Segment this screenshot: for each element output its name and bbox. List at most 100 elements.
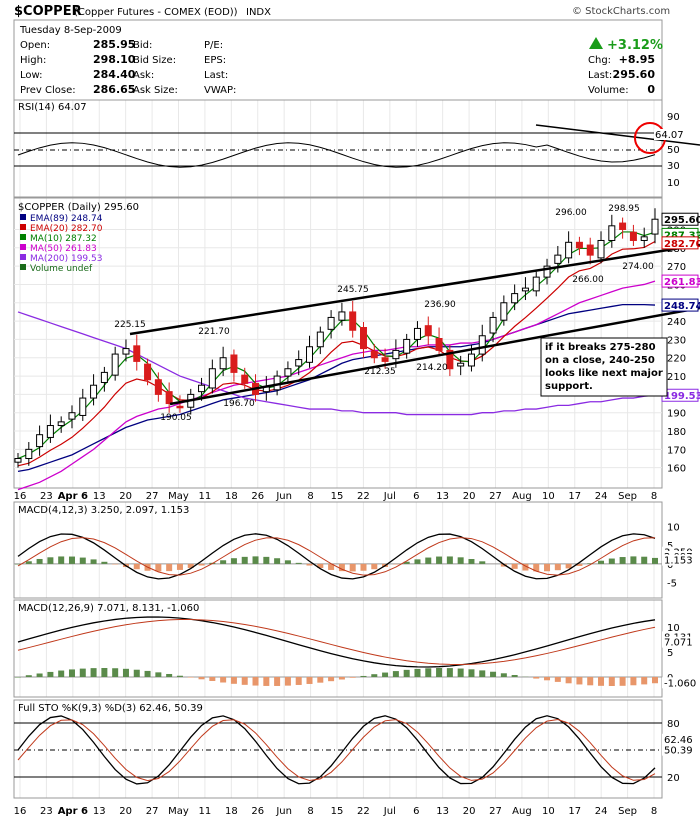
macd1-hist-bar <box>544 563 551 572</box>
vol-value: 0 <box>647 83 655 96</box>
macd1-hist-bar <box>241 556 248 564</box>
candle-body <box>403 338 411 354</box>
right-label-5: 199.53 <box>664 391 700 402</box>
candle-body <box>79 397 87 416</box>
candle-body <box>284 368 292 377</box>
annotation-line-2: on a close, 240-250 <box>545 355 655 366</box>
series-line-1 <box>17 311 656 416</box>
macd2-hist-bar <box>112 668 119 677</box>
macd2-hist-bar <box>565 677 572 684</box>
peak-label-5: 298.95 <box>608 204 640 214</box>
xaxis-top-label-14: Jul <box>383 491 396 502</box>
macd2-hist-bar <box>338 677 345 680</box>
legend-swatch <box>20 254 26 260</box>
legend-label-1: EMA(20) 282.70 <box>30 224 103 234</box>
candle-body <box>100 371 108 383</box>
candle-body <box>295 359 303 367</box>
peak-label-7: 196.70 <box>223 399 255 409</box>
rsi-panel <box>13 99 663 198</box>
right-label-box <box>661 298 699 312</box>
macd2-hist-bar <box>349 677 356 678</box>
macd2-hist-bar <box>122 668 129 677</box>
candle-body <box>457 362 465 367</box>
candle-body <box>586 244 594 256</box>
macd2-hist-bar <box>25 675 32 677</box>
sto-d-line <box>17 718 656 782</box>
macd2-hist-bar <box>133 669 140 677</box>
macd2-line-1 <box>17 616 656 668</box>
xaxis-bottom-label-15: 6 <box>413 806 419 817</box>
candle-body <box>349 311 357 331</box>
macd2-hist-bar <box>187 677 194 678</box>
macd1-hist-bar <box>295 562 302 564</box>
price-ytick-190: 190 <box>667 409 686 420</box>
candle-body <box>219 357 227 370</box>
asksize-label: Ask Size: <box>133 85 178 96</box>
right-label-box <box>661 236 699 250</box>
macd1-hist-bar <box>36 558 43 564</box>
open-label: Open: <box>20 40 50 51</box>
channel-upper <box>129 243 700 336</box>
macd2-hist-bar <box>468 669 475 677</box>
macd1-hist-bar <box>349 563 356 572</box>
xaxis-top-label-19: Aug <box>512 491 532 502</box>
xaxis-top-label-23: Sep <box>618 491 637 502</box>
macd1-hist-bar <box>306 563 313 566</box>
macd2-hist-bar <box>155 672 162 677</box>
macd2-line-2 <box>17 619 656 665</box>
candle-body <box>36 434 44 448</box>
annotation-line-3: looks like next major <box>545 368 663 379</box>
open-value: 285.95 <box>93 38 135 51</box>
legend-label-4: MA(200) 199.53 <box>30 254 102 264</box>
macd1-hist-bar <box>360 563 367 571</box>
xaxis-bottom-label-10: Jun <box>275 806 292 817</box>
macd1-hist-bar <box>641 556 648 564</box>
macd1-hist-bar <box>414 559 421 564</box>
macd1-hist-bar <box>565 563 572 569</box>
candle-body <box>565 241 573 259</box>
candle-body <box>198 384 206 393</box>
candle-body <box>446 349 454 370</box>
xaxis-top-label-12: 15 <box>331 491 344 502</box>
xaxis-bottom-label-22: 24 <box>595 806 608 817</box>
xaxis-top-label-4: 20 <box>119 491 132 502</box>
candle-body <box>359 327 367 350</box>
macd1-hist-bar <box>576 563 583 566</box>
legend-swatch <box>20 234 26 240</box>
right-label-box <box>661 212 699 226</box>
macd2-rlabel-1: 7.071 <box>664 638 693 649</box>
macd1-hist-bar <box>446 556 453 564</box>
macd1-hist-bar <box>112 563 119 565</box>
macd1-hist-bar <box>630 556 637 564</box>
candle-body <box>338 311 346 321</box>
macd2-rlabel-box <box>662 677 692 689</box>
chg-value: +8.95 <box>619 53 655 66</box>
rsi-line <box>17 142 656 168</box>
rsi-value-label: 64.07 <box>655 130 684 141</box>
macd1-line-1 <box>17 533 656 580</box>
candle-body <box>467 353 475 367</box>
macd2-title: MACD(12,26,9) 7.071, 8.131, -1.060 <box>18 603 199 614</box>
candle-body <box>575 241 583 249</box>
date-label: Tuesday 8-Sep-2009 <box>19 25 122 36</box>
macd2-hist-bar <box>414 668 421 677</box>
macd1-hist-bar <box>230 558 237 564</box>
xaxis-top-label-6: May <box>168 491 189 502</box>
macd1-hist-bar <box>47 557 54 564</box>
xaxis-bottom-label-21: 17 <box>568 806 581 817</box>
xaxis-top-label-16: 13 <box>436 491 449 502</box>
prev-label: Prev Close: <box>20 85 76 96</box>
macd2-hist-bar <box>328 677 335 682</box>
sto-k-line <box>17 715 656 785</box>
low-label: Low: <box>20 70 43 81</box>
symbol-title: $COPPER <box>14 4 82 19</box>
rsi-tick-50: 50 <box>667 145 680 156</box>
xaxis-bottom-label-11: 8 <box>307 806 313 817</box>
bidsize-label: Bid Size: <box>133 55 176 66</box>
macd1-hist-bar <box>263 556 270 564</box>
xaxis-bottom-label-4: 20 <box>119 806 132 817</box>
xaxis-bottom-label-5: 27 <box>146 806 159 817</box>
xaxis-bottom-label-18: 27 <box>489 806 502 817</box>
peak-label-1: 221.70 <box>198 327 230 337</box>
xaxis-top-label-3: 13 <box>93 491 106 502</box>
